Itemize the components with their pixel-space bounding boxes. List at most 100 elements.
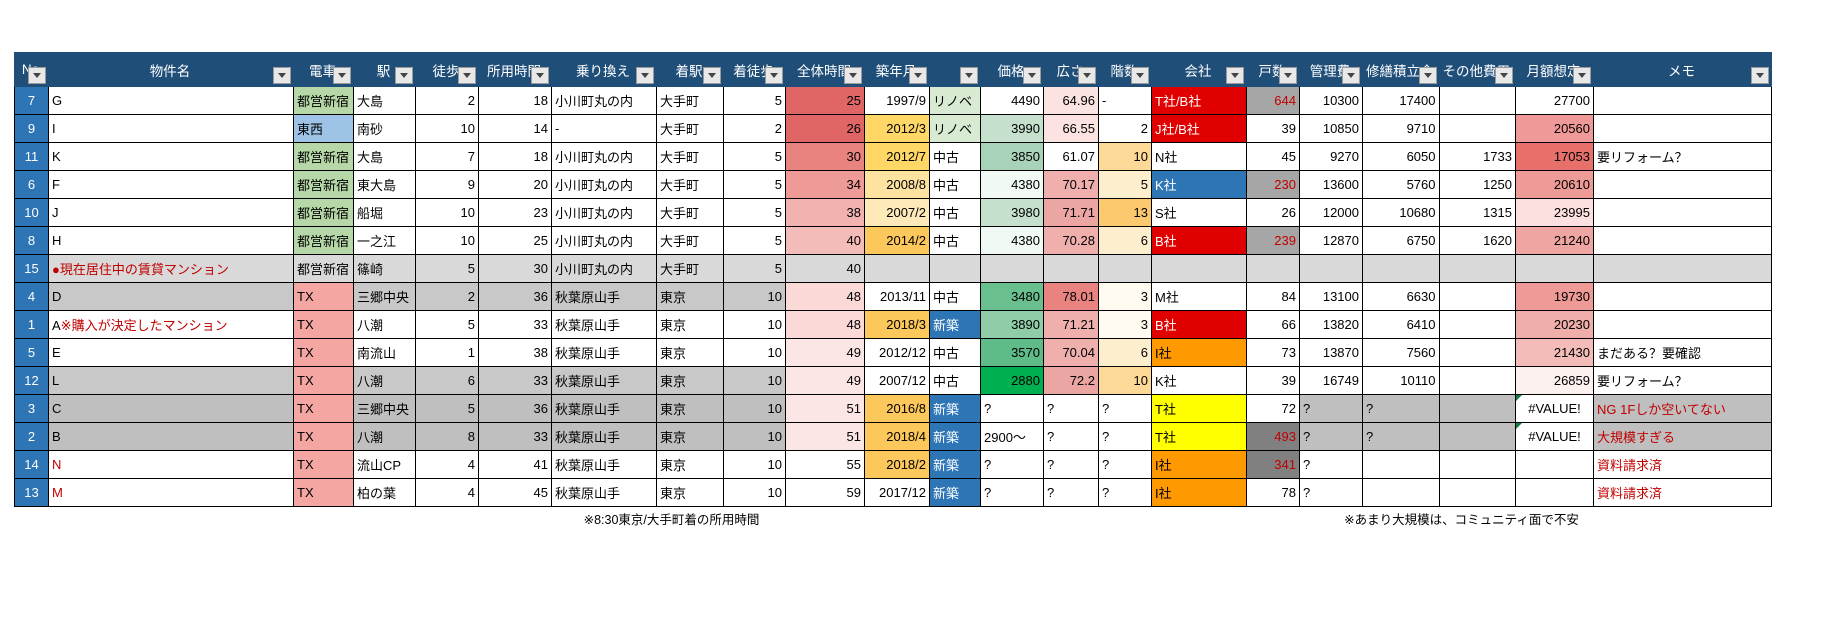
table-row[interactable]: 2 B TX 八潮 8 33 秋葉原山手 東京 10 51 2018/4 新築 … (14, 422, 1772, 451)
cell-floors[interactable] (1098, 254, 1152, 283)
cell-memo[interactable] (1593, 254, 1772, 283)
table-row[interactable]: 9 I 東西 南砂 10 14 - 大手町 2 26 2012/3 リノベ 39… (14, 114, 1772, 143)
cell-price[interactable]: 3980 (980, 198, 1044, 227)
cell-company[interactable]: T社 (1151, 422, 1247, 451)
cell-arrive-walk[interactable]: 10 (723, 450, 786, 479)
cell-time[interactable]: 33 (478, 366, 552, 395)
cell-price[interactable]: 4380 (980, 170, 1044, 199)
cell-area[interactable]: 70.17 (1043, 170, 1099, 199)
cell-walk[interactable]: 4 (415, 450, 479, 479)
cell-time[interactable]: 23 (478, 198, 552, 227)
filter-dropdown-icon[interactable] (703, 67, 721, 84)
cell-mgmt[interactable]: 13100 (1299, 282, 1363, 311)
cell-other[interactable] (1438, 86, 1516, 115)
cell-name[interactable]: N (48, 450, 294, 479)
cell-station[interactable]: 大島 (353, 86, 416, 115)
cell-floors[interactable]: 6 (1098, 338, 1152, 367)
cell-no[interactable]: 11 (14, 142, 49, 171)
cell-arrive-walk[interactable]: 5 (723, 142, 786, 171)
cell-arrive[interactable]: 大手町 (656, 86, 724, 115)
cell-company[interactable]: T社 (1151, 394, 1247, 423)
cell-units[interactable]: 45 (1246, 142, 1300, 171)
cell-train[interactable]: TX (293, 422, 354, 451)
cell-walk[interactable]: 10 (415, 226, 479, 255)
cell-name[interactable]: D (48, 282, 294, 311)
cell-arrive[interactable]: 東京 (656, 282, 724, 311)
cell-train[interactable]: 都営新宿 (293, 254, 354, 283)
table-row[interactable]: 1 A※購入が決定したマンション TX 八潮 5 33 秋葉原山手 東京 10 … (14, 310, 1772, 339)
cell-station[interactable]: 八潮 (353, 366, 416, 395)
cell-monthly[interactable]: 27700 (1515, 86, 1594, 115)
cell-arrive-walk[interactable]: 10 (723, 422, 786, 451)
cell-price[interactable]: 3850 (980, 142, 1044, 171)
cell-transfer[interactable]: - (551, 114, 657, 143)
cell-repair[interactable]: 10110 (1362, 366, 1440, 395)
col-header-monthly[interactable]: 月額想定 (1515, 52, 1594, 87)
cell-area[interactable]: 78.01 (1043, 282, 1099, 311)
cell-monthly[interactable]: 21430 (1515, 338, 1594, 367)
cell-station[interactable]: 八潮 (353, 310, 416, 339)
cell-units[interactable]: 644 (1246, 86, 1300, 115)
cell-condition[interactable]: 中古 (929, 198, 981, 227)
cell-name[interactable]: M (48, 478, 294, 507)
cell-walk[interactable]: 5 (415, 310, 479, 339)
cell-mgmt[interactable]: 12000 (1299, 198, 1363, 227)
cell-floors[interactable]: ? (1098, 394, 1152, 423)
cell-floors[interactable]: 2 (1098, 114, 1152, 143)
cell-floors[interactable]: ? (1098, 450, 1152, 479)
cell-repair[interactable] (1362, 450, 1440, 479)
cell-area[interactable]: ? (1043, 478, 1099, 507)
cell-monthly[interactable]: 23995 (1515, 198, 1594, 227)
filter-dropdown-icon[interactable] (1131, 67, 1149, 84)
cell-monthly[interactable]: 17053 (1515, 142, 1594, 171)
cell-condition[interactable]: リノベ (929, 114, 981, 143)
cell-built[interactable]: 2013/11 (864, 282, 930, 311)
cell-train[interactable]: 都営新宿 (293, 198, 354, 227)
cell-station[interactable]: 南流山 (353, 338, 416, 367)
cell-area[interactable]: ? (1043, 394, 1099, 423)
cell-no[interactable]: 15 (14, 254, 49, 283)
cell-area[interactable]: ? (1043, 450, 1099, 479)
cell-company[interactable]: J社/B社 (1151, 114, 1247, 143)
cell-monthly[interactable]: #VALUE! (1515, 422, 1594, 451)
cell-train[interactable]: 都営新宿 (293, 142, 354, 171)
col-header-name[interactable]: 物件名 (48, 52, 294, 87)
filter-dropdown-icon[interactable] (333, 67, 351, 84)
col-header-arrive[interactable]: 着駅 (656, 52, 724, 87)
cell-company[interactable]: N社 (1151, 142, 1247, 171)
cell-company[interactable]: I社 (1151, 450, 1247, 479)
cell-time[interactable]: 25 (478, 226, 552, 255)
cell-transfer[interactable]: 小川町丸の内 (551, 142, 657, 171)
cell-transfer[interactable]: 小川町丸の内 (551, 170, 657, 199)
cell-transfer[interactable]: 小川町丸の内 (551, 226, 657, 255)
filter-dropdown-icon[interactable] (1078, 67, 1096, 84)
cell-memo[interactable]: 資料請求済 (1593, 450, 1772, 479)
cell-walk[interactable]: 2 (415, 86, 479, 115)
cell-time[interactable]: 20 (478, 170, 552, 199)
cell-name[interactable]: G (48, 86, 294, 115)
cell-memo[interactable]: 大規模すぎる (1593, 422, 1772, 451)
cell-station[interactable]: 大島 (353, 142, 416, 171)
cell-mgmt[interactable]: 10850 (1299, 114, 1363, 143)
cell-built[interactable]: 1997/9 (864, 86, 930, 115)
cell-no[interactable]: 6 (14, 170, 49, 199)
cell-monthly[interactable]: 20230 (1515, 310, 1594, 339)
col-header-other-cost[interactable]: その他費用 (1438, 52, 1516, 87)
filter-dropdown-icon[interactable] (909, 67, 927, 84)
cell-built[interactable] (864, 254, 930, 283)
cell-station[interactable]: 三郷中央 (353, 394, 416, 423)
cell-price[interactable]: ? (980, 478, 1044, 507)
cell-mgmt[interactable]: 13870 (1299, 338, 1363, 367)
cell-condition[interactable]: 中古 (929, 366, 981, 395)
cell-train[interactable]: 都営新宿 (293, 226, 354, 255)
cell-arrive[interactable]: 東京 (656, 338, 724, 367)
cell-units[interactable]: 239 (1246, 226, 1300, 255)
col-header-walk[interactable]: 徒歩 (415, 52, 479, 87)
cell-walk[interactable]: 5 (415, 394, 479, 423)
filter-dropdown-icon[interactable] (28, 67, 46, 84)
cell-memo[interactable] (1593, 282, 1772, 311)
cell-other[interactable]: 1250 (1438, 170, 1516, 199)
cell-name[interactable]: L (48, 366, 294, 395)
cell-arrive[interactable]: 大手町 (656, 226, 724, 255)
filter-dropdown-icon[interactable] (844, 67, 862, 84)
